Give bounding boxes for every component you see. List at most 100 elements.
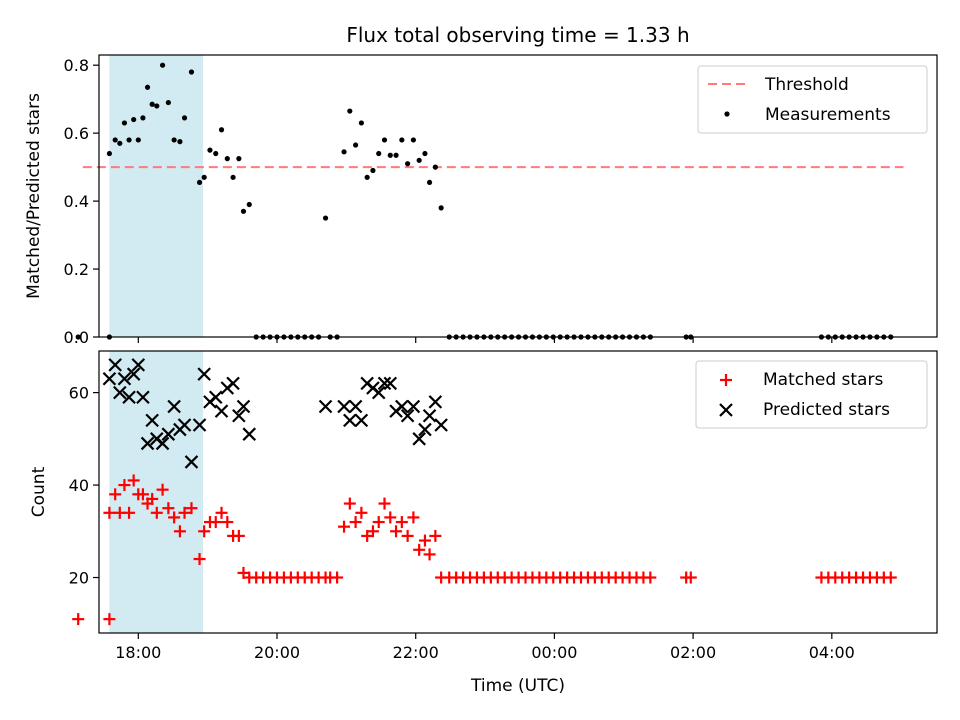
- predicted-star-point: [208, 390, 223, 405]
- matched-star-point: [401, 529, 414, 542]
- predicted-star-point: [155, 436, 170, 451]
- matched-star-point: [198, 525, 211, 538]
- measurement-point: [426, 179, 433, 186]
- matched-star-point: [331, 571, 344, 584]
- predicted-star-point: [214, 404, 229, 418]
- predicted-star-point: [242, 427, 257, 441]
- measurement-point: [149, 101, 155, 107]
- measurement-point: [181, 115, 188, 121]
- bottom-panel-frame: [98, 350, 938, 634]
- x-tick-label: 04:00: [809, 643, 855, 662]
- predicted-star-point: [318, 399, 333, 414]
- x-tick-label: 18:00: [115, 643, 161, 662]
- predicted-star-point: [395, 399, 409, 414]
- predicted-star-point: [177, 418, 192, 432]
- predicted-star-point: [136, 390, 150, 405]
- matched-star-point: [378, 497, 391, 510]
- predicted-star-point: [145, 413, 159, 428]
- top-y-tick-label: 0.8: [64, 56, 89, 75]
- measurement-point: [126, 137, 132, 143]
- bottom-y-ticks: 20 40 60: [69, 384, 99, 588]
- x-tick-label: 20:00: [254, 643, 300, 662]
- bottom-shaded-span: [109, 351, 204, 633]
- measurement-point: [230, 174, 236, 180]
- measurement-point: [154, 103, 160, 109]
- matched-star-point: [372, 516, 385, 529]
- matched-star-point: [232, 529, 245, 542]
- predicted-star-point: [131, 358, 146, 372]
- measurement-point: [376, 150, 382, 157]
- measurement-point: [246, 201, 252, 208]
- legend-predicted-swatch: [719, 403, 733, 417]
- legend-matched-label: Matched stars: [763, 370, 883, 390]
- predicted-star-point: [337, 399, 351, 414]
- measurement-point: [75, 334, 81, 340]
- measurement-point: [341, 149, 347, 155]
- predicted-star-point: [400, 408, 415, 423]
- predicted-star-point: [117, 371, 132, 386]
- legend-predicted-label: Predicted stars: [763, 400, 890, 420]
- predicted-star-point: [113, 385, 127, 400]
- measurement-point: [387, 152, 393, 158]
- chart-title: Flux total observing time = 1.33 h: [346, 23, 689, 47]
- top-y-tick-label: 0.6: [64, 124, 89, 143]
- measurement-point: [224, 156, 230, 162]
- predicted-star-point: [236, 399, 251, 414]
- matched-star-point: [173, 525, 186, 538]
- matched-star-point: [338, 520, 351, 533]
- measurement-point: [353, 142, 359, 148]
- matched-star-point: [349, 516, 362, 529]
- top-y-axis-label: Matched/Predicted stars: [24, 93, 44, 299]
- measurement-point: [159, 62, 166, 68]
- matched-star-point: [162, 502, 175, 515]
- matched-star-point: [150, 506, 163, 519]
- matched-star-point: [366, 525, 379, 538]
- top-shaded-span: [109, 55, 204, 337]
- predicted-star-point: [406, 399, 421, 414]
- measurement-point: [218, 127, 225, 133]
- matched-star-point: [146, 492, 159, 505]
- measurement-point: [177, 139, 183, 145]
- matched-star-point: [185, 502, 198, 515]
- measurement-point: [422, 150, 428, 157]
- measurement-point: [240, 208, 247, 214]
- measurement-point: [358, 120, 364, 126]
- measurement-point: [438, 205, 444, 211]
- matched-star-point: [413, 543, 426, 556]
- top-panel-frame: [98, 54, 938, 338]
- measurement-point: [364, 174, 370, 180]
- predicted-star-point: [348, 399, 363, 414]
- measurement-point: [131, 116, 137, 123]
- predicted-star-point: [377, 376, 392, 391]
- measurement-point: [135, 137, 141, 143]
- matched-star-point: [418, 534, 431, 547]
- matched-star-point: [72, 613, 85, 626]
- matched-star-point: [156, 483, 169, 496]
- legend-measurements-label: Measurements: [765, 105, 891, 125]
- top-y-tick-label: 0.0: [64, 328, 89, 347]
- measurement-point: [381, 137, 388, 143]
- x-tick-label: 00:00: [531, 643, 577, 662]
- top-y-tick-label: 0.2: [64, 260, 89, 279]
- bottom-x-ticks: 18:00 20:00 22:00 00:00 02:00 04:00: [115, 633, 855, 662]
- measurement-point: [399, 137, 405, 143]
- legend-matched-swatch: [720, 374, 732, 386]
- predicted-star-point: [354, 413, 369, 428]
- measurement-point: [370, 167, 376, 174]
- matched-star-point: [109, 488, 122, 501]
- bottom-panel: 18:00 20:00 22:00 00:00 02:00 04:00 20 40 60 Co…: [29, 350, 938, 696]
- predicted-star-point: [161, 427, 176, 441]
- predicted-star-point: [422, 408, 437, 423]
- matched-star-point: [384, 511, 397, 524]
- predicted-star-point: [126, 367, 141, 381]
- matched-star-point: [644, 571, 657, 584]
- bottom-y-tick-label: 40: [69, 476, 89, 495]
- matched-star-point: [127, 474, 140, 487]
- predicted-star-point: [418, 422, 432, 437]
- matched-star-point: [178, 506, 191, 519]
- legend-measurements-swatch: [724, 111, 730, 117]
- bottom-legend: Matched stars Predicted stars: [695, 360, 928, 429]
- measurement-point: [112, 137, 118, 143]
- bottom-y-axis-label: Count: [29, 466, 49, 517]
